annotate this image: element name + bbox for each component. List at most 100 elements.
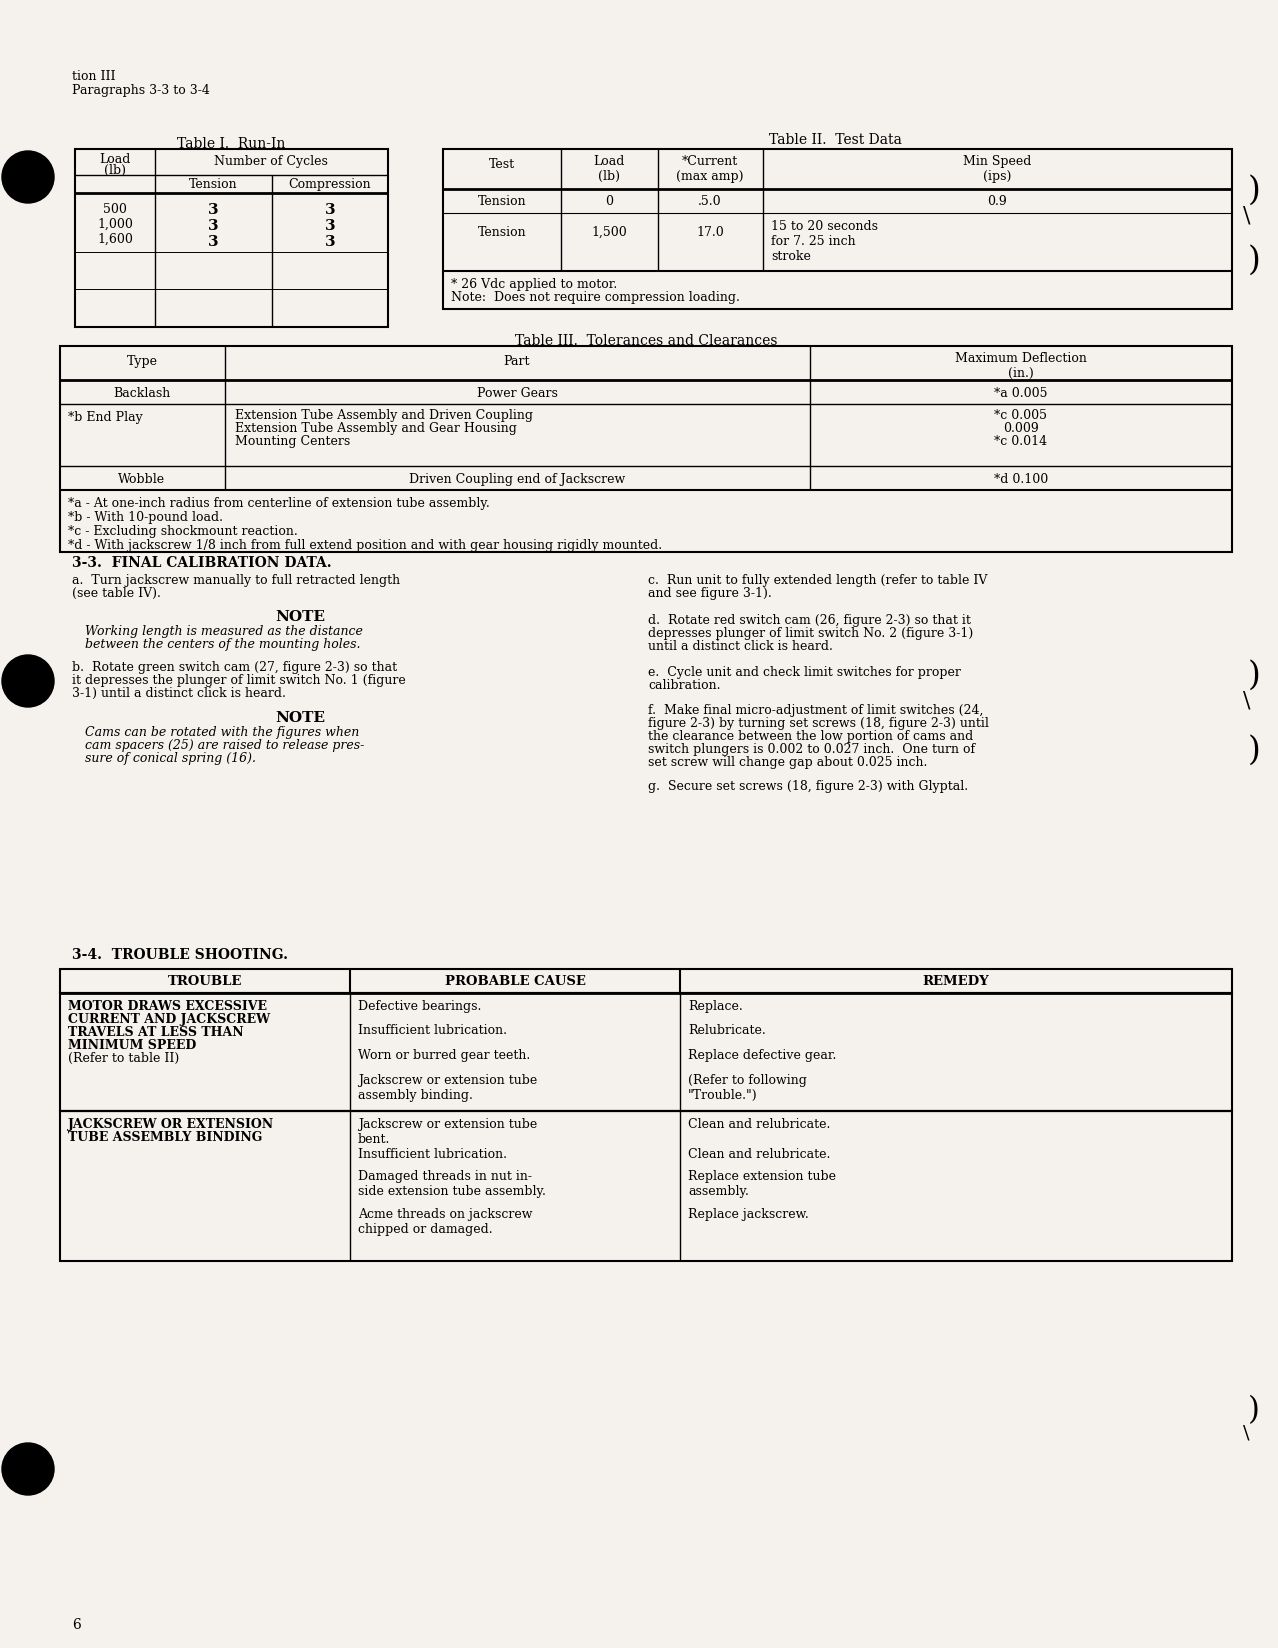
Text: a.  Turn jackscrew manually to full retracted length: a. Turn jackscrew manually to full retra… bbox=[72, 574, 400, 587]
Text: Backlash: Backlash bbox=[114, 387, 171, 400]
Circle shape bbox=[3, 152, 54, 204]
Text: the clearance between the low portion of cams and: the clearance between the low portion of… bbox=[648, 730, 974, 743]
Text: *a 0.005: *a 0.005 bbox=[994, 387, 1048, 400]
Text: ): ) bbox=[1249, 1394, 1260, 1426]
Text: MINIMUM SPEED: MINIMUM SPEED bbox=[68, 1038, 197, 1051]
Text: *d - With jackscrew 1/8 inch from full extend position and with gear housing rig: *d - With jackscrew 1/8 inch from full e… bbox=[68, 539, 662, 552]
Text: Worn or burred gear teeth.: Worn or burred gear teeth. bbox=[358, 1048, 530, 1061]
Text: * 26 Vdc applied to motor.: * 26 Vdc applied to motor. bbox=[451, 279, 617, 290]
Text: ): ) bbox=[1249, 175, 1261, 208]
Text: 0.9: 0.9 bbox=[987, 194, 1007, 208]
Text: 15 to 20 seconds
for 7. 25 inch
stroke: 15 to 20 seconds for 7. 25 inch stroke bbox=[771, 219, 878, 262]
Text: 0: 0 bbox=[604, 194, 613, 208]
Text: Table III.  Tolerances and Clearances: Table III. Tolerances and Clearances bbox=[515, 335, 777, 348]
Text: Insufficient lubrication.: Insufficient lubrication. bbox=[358, 1023, 507, 1037]
Text: (see table IV).: (see table IV). bbox=[72, 587, 161, 600]
Text: TROUBLE: TROUBLE bbox=[167, 974, 243, 987]
Text: Acme threads on jackscrew
chipped or damaged.: Acme threads on jackscrew chipped or dam… bbox=[358, 1208, 533, 1236]
Text: Maximum Deflection
(in.): Maximum Deflection (in.) bbox=[955, 351, 1086, 379]
Text: Tension: Tension bbox=[478, 226, 527, 239]
Circle shape bbox=[3, 1444, 54, 1495]
Bar bbox=[60, 1111, 1232, 1261]
Text: 6: 6 bbox=[72, 1617, 81, 1632]
Text: Test: Test bbox=[489, 158, 515, 171]
Text: CURRENT AND JACKSCREW: CURRENT AND JACKSCREW bbox=[68, 1012, 270, 1025]
Text: Table I.  Run-In: Table I. Run-In bbox=[176, 137, 285, 152]
Text: Clean and relubricate.: Clean and relubricate. bbox=[688, 1117, 831, 1131]
Text: REMEDY: REMEDY bbox=[923, 974, 989, 987]
Bar bbox=[60, 994, 1232, 1111]
Text: ): ) bbox=[1249, 735, 1261, 766]
Text: Paragraphs 3-3 to 3-4: Paragraphs 3-3 to 3-4 bbox=[72, 84, 210, 97]
Text: NOTE: NOTE bbox=[275, 710, 325, 725]
Text: Power Gears: Power Gears bbox=[477, 387, 557, 400]
Bar bbox=[60, 346, 1232, 552]
Text: 3-1) until a distinct click is heard.: 3-1) until a distinct click is heard. bbox=[72, 687, 286, 699]
Text: d.  Rotate red switch cam (26, figure 2-3) so that it: d. Rotate red switch cam (26, figure 2-3… bbox=[648, 613, 971, 626]
Text: *b - With 10-pound load.: *b - With 10-pound load. bbox=[68, 511, 222, 524]
Text: 17.0: 17.0 bbox=[697, 226, 723, 239]
Text: 500
1,000
1,600: 500 1,000 1,600 bbox=[97, 203, 133, 246]
Text: Relubricate.: Relubricate. bbox=[688, 1023, 766, 1037]
Text: JACKSCREW OR EXTENSION: JACKSCREW OR EXTENSION bbox=[68, 1117, 273, 1131]
Text: Compression: Compression bbox=[289, 178, 372, 191]
Text: depresses plunger of limit switch No. 2 (figure 3-1): depresses plunger of limit switch No. 2 … bbox=[648, 626, 974, 639]
Text: *d 0.100: *d 0.100 bbox=[994, 473, 1048, 486]
Text: Damaged threads in nut in-
side extension tube assembly.: Damaged threads in nut in- side extensio… bbox=[358, 1170, 546, 1198]
Text: Defective bearings.: Defective bearings. bbox=[358, 999, 482, 1012]
Text: \: \ bbox=[1243, 689, 1250, 712]
Text: Wobble: Wobble bbox=[119, 473, 166, 486]
Text: Replace extension tube
assembly.: Replace extension tube assembly. bbox=[688, 1170, 836, 1198]
Text: Type: Type bbox=[127, 354, 157, 368]
Text: PROBABLE CAUSE: PROBABLE CAUSE bbox=[445, 974, 585, 987]
Text: .5.0: .5.0 bbox=[698, 194, 722, 208]
Text: Insufficient lubrication.: Insufficient lubrication. bbox=[358, 1147, 507, 1160]
Text: 1,500: 1,500 bbox=[592, 226, 627, 239]
Text: (Refer to table II): (Refer to table II) bbox=[68, 1051, 179, 1065]
Text: Jackscrew or extension tube
assembly binding.: Jackscrew or extension tube assembly bin… bbox=[358, 1073, 537, 1101]
Text: until a distinct click is heard.: until a distinct click is heard. bbox=[648, 639, 833, 653]
Text: e.  Cycle unit and check limit switches for proper: e. Cycle unit and check limit switches f… bbox=[648, 666, 961, 679]
Text: Mounting Centers: Mounting Centers bbox=[235, 435, 350, 448]
Text: f.  Make final micro-adjustment of limit switches (24,: f. Make final micro-adjustment of limit … bbox=[648, 704, 983, 717]
Text: calibration.: calibration. bbox=[648, 679, 721, 692]
Text: Jackscrew or extension tube
bent.: Jackscrew or extension tube bent. bbox=[358, 1117, 537, 1145]
Text: Tension: Tension bbox=[189, 178, 238, 191]
Text: 3
3
3: 3 3 3 bbox=[208, 203, 219, 249]
Text: \: \ bbox=[1243, 204, 1250, 227]
Text: set screw will change gap about 0.025 inch.: set screw will change gap about 0.025 in… bbox=[648, 755, 928, 768]
Text: Replace defective gear.: Replace defective gear. bbox=[688, 1048, 836, 1061]
Text: c.  Run unit to fully extended length (refer to table IV: c. Run unit to fully extended length (re… bbox=[648, 574, 988, 587]
Text: \: \ bbox=[1243, 1424, 1250, 1442]
Circle shape bbox=[3, 656, 54, 707]
Text: Tension: Tension bbox=[478, 194, 527, 208]
Text: b.  Rotate green switch cam (27, figure 2-3) so that: b. Rotate green switch cam (27, figure 2… bbox=[72, 661, 397, 674]
Text: 3
3
3: 3 3 3 bbox=[325, 203, 335, 249]
Text: *c 0.005: *c 0.005 bbox=[994, 409, 1048, 422]
Text: Extension Tube Assembly and Driven Coupling: Extension Tube Assembly and Driven Coupl… bbox=[235, 409, 533, 422]
Text: (Refer to following
"Trouble."): (Refer to following "Trouble.") bbox=[688, 1073, 806, 1101]
Text: Number of Cycles: Number of Cycles bbox=[213, 155, 328, 168]
Text: Working length is measured as the distance: Working length is measured as the distan… bbox=[86, 625, 363, 638]
Text: Table II.  Test Data: Table II. Test Data bbox=[768, 133, 901, 147]
Text: *Current
(max amp): *Current (max amp) bbox=[676, 155, 744, 183]
Text: switch plungers is 0.002 to 0.027 inch.  One turn of: switch plungers is 0.002 to 0.027 inch. … bbox=[648, 743, 975, 755]
Text: figure 2-3) by turning set screws (18, figure 2-3) until: figure 2-3) by turning set screws (18, f… bbox=[648, 717, 989, 730]
Bar bbox=[75, 150, 389, 328]
Text: *c 0.014: *c 0.014 bbox=[994, 435, 1048, 448]
Text: ): ) bbox=[1249, 246, 1261, 277]
Text: tion III: tion III bbox=[72, 69, 115, 82]
Text: ): ) bbox=[1249, 659, 1261, 692]
Text: Part: Part bbox=[504, 354, 530, 368]
Text: and see figure 3-1).: and see figure 3-1). bbox=[648, 587, 772, 600]
Text: it depresses the plunger of limit switch No. 1 (figure: it depresses the plunger of limit switch… bbox=[72, 674, 405, 687]
Text: *b End Play: *b End Play bbox=[68, 410, 143, 424]
Text: 3-3.  FINAL CALIBRATION DATA.: 3-3. FINAL CALIBRATION DATA. bbox=[72, 555, 331, 570]
Text: *a - At one-inch radius from centerline of extension tube assembly.: *a - At one-inch radius from centerline … bbox=[68, 496, 489, 509]
Text: Note:  Does not require compression loading.: Note: Does not require compression loadi… bbox=[451, 290, 740, 303]
Text: Load: Load bbox=[100, 153, 130, 166]
Text: Replace jackscrew.: Replace jackscrew. bbox=[688, 1208, 809, 1220]
Text: 0.009: 0.009 bbox=[1003, 422, 1039, 435]
Text: Load
(lb): Load (lb) bbox=[593, 155, 625, 183]
Bar bbox=[443, 150, 1232, 310]
